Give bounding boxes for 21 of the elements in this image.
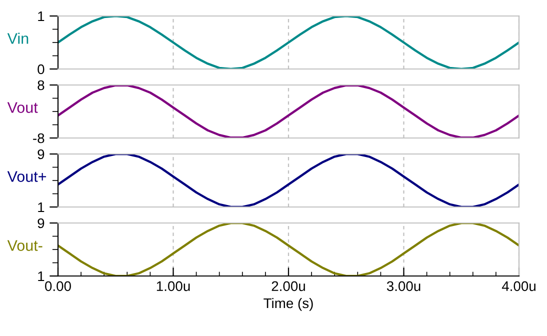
y-tick-label: 9 — [38, 218, 44, 228]
x-tick-label: 1.00u — [156, 281, 190, 292]
line-series — [58, 154, 519, 207]
y-axis-title: Vout+ — [7, 171, 46, 182]
line-series — [58, 16, 519, 69]
x-tick-label: 2.00u — [272, 281, 305, 292]
y-tick-label: 0 — [38, 64, 44, 74]
x-tick-label: 3.00u — [386, 281, 420, 292]
x-tick-label: 0.00 — [45, 281, 71, 292]
y-tick-label: 1 — [38, 271, 44, 282]
y-tick-label: 1 — [38, 11, 44, 22]
y-tick-label: 1 — [38, 202, 44, 212]
y-axis-title: Vin — [7, 32, 28, 44]
x-axis-title: Time (s) — [264, 298, 313, 311]
y-axis-title: Vout — [7, 102, 38, 113]
y-tick-label: -8 — [33, 133, 44, 144]
line-series — [58, 85, 519, 138]
y-axis-title: Vout- — [7, 240, 42, 251]
y-tick-label: 8 — [38, 80, 44, 90]
y-tick-label: 9 — [38, 149, 44, 160]
x-tick-label: 4.00u — [502, 281, 536, 292]
